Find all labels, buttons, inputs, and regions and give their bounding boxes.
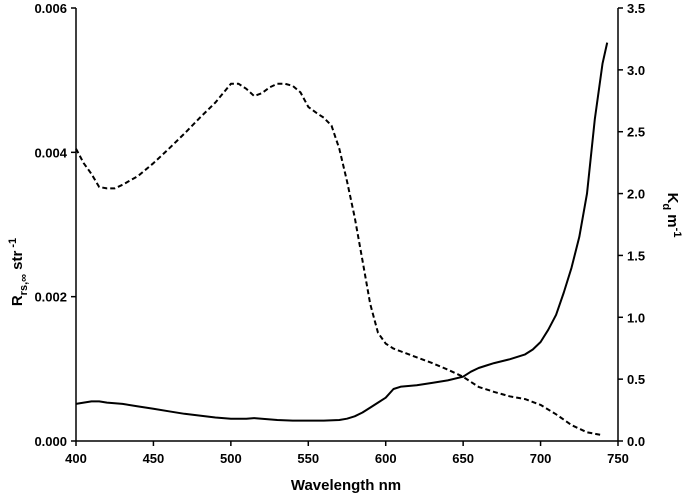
series-line-kd bbox=[75, 42, 609, 422]
y-axis-right-title-unit: m bbox=[664, 210, 681, 228]
y-axis-left: 0.000 0.002 0.004 0.006 bbox=[34, 1, 77, 449]
y-right-tick-label: 0.0 bbox=[627, 434, 645, 449]
y-axis-left-title-main: R bbox=[9, 295, 26, 306]
y-right-tick-label: 1.5 bbox=[627, 248, 645, 263]
y-right-tick-label: 3.5 bbox=[627, 1, 645, 16]
y-right-tick-label: 0.5 bbox=[627, 372, 645, 387]
y-right-tick-label: 3.0 bbox=[627, 63, 645, 78]
y-left-tick-label: 0.004 bbox=[34, 145, 67, 160]
y-axis-right-title-subscript: d bbox=[660, 203, 672, 210]
x-tick-label: 500 bbox=[220, 451, 242, 466]
y-axis-left-title-exponent: -1 bbox=[7, 238, 19, 251]
y-axis-right: 0.0 0.5 1.0 1.5 2.0 2.5 3.0 3.5 bbox=[617, 1, 645, 449]
y-left-tick-label: 0.002 bbox=[34, 290, 67, 305]
x-tick-label: 550 bbox=[297, 451, 319, 466]
y-axis-left-title-unit: str bbox=[9, 251, 26, 275]
x-tick-label: 600 bbox=[375, 451, 397, 466]
plot-area bbox=[75, 42, 609, 437]
y-left-tick-label: 0.000 bbox=[34, 434, 67, 449]
x-axis: 400 450 500 550 600 650 700 750 bbox=[65, 440, 629, 466]
x-tick-label: 750 bbox=[607, 451, 629, 466]
y-right-tick-label: 2.0 bbox=[627, 187, 645, 202]
x-axis-title: Wavelength nm bbox=[291, 477, 401, 494]
y-axis-left-title: Rrs,∞ str -1 bbox=[7, 238, 30, 306]
x-tick-label: 700 bbox=[530, 451, 552, 466]
y-right-tick-label: 2.5 bbox=[627, 125, 645, 140]
y-axis-left-title-subscript: rs,∞ bbox=[18, 274, 30, 295]
y-axis-right-title-main: K bbox=[664, 193, 681, 204]
y-left-tick-label: 0.006 bbox=[34, 1, 67, 16]
y-right-tick-label: 1.0 bbox=[627, 310, 645, 325]
x-tick-label: 650 bbox=[452, 451, 474, 466]
x-tick-label: 400 bbox=[65, 451, 87, 466]
y-axis-right-title: Kd m-1 bbox=[660, 193, 683, 238]
series-line-rrs bbox=[75, 82, 603, 437]
y-axis-right-title-exponent: -1 bbox=[671, 228, 683, 238]
x-tick-label: 450 bbox=[143, 451, 165, 466]
